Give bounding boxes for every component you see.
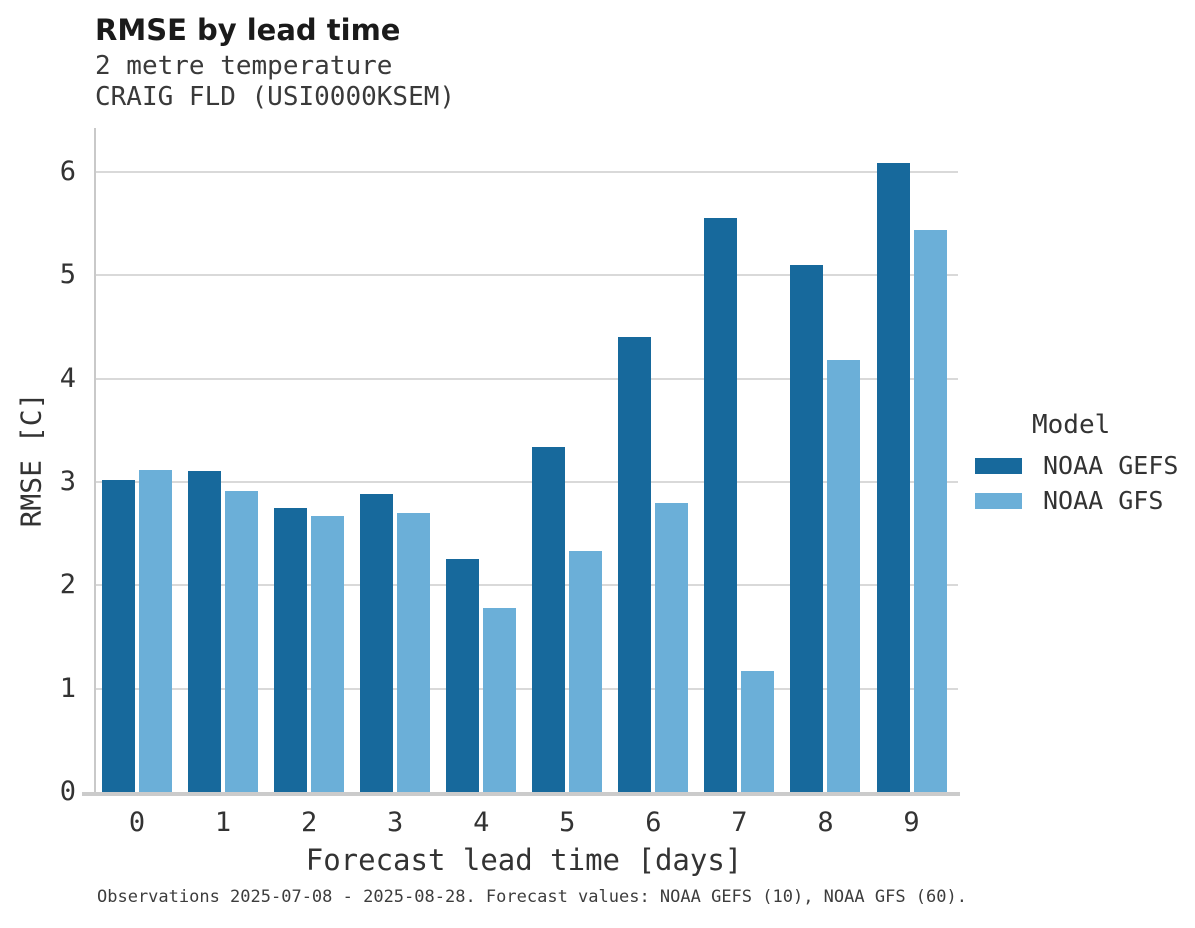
legend-entry-noaa-gefs: NOAA GEFS <box>972 448 1178 483</box>
bar-noaa-gfs-lead-6 <box>655 502 689 792</box>
y-axis-title: RMSE [C] <box>14 392 48 528</box>
y-tick-label-5: 5 <box>59 259 76 291</box>
chart-subtitle: 2 metre temperature CRAIG FLD (USI0000KS… <box>95 51 455 113</box>
legend-title: Model <box>1032 410 1111 440</box>
x-axis-spine <box>82 792 960 796</box>
y-axis-spine <box>94 128 96 796</box>
gridline-y-5 <box>96 274 958 277</box>
legend-swatch-icon <box>975 457 1022 474</box>
y-tick-label-4: 4 <box>59 362 76 394</box>
bar-noaa-gefs-lead-5 <box>532 446 566 792</box>
x-tick-label-3: 3 <box>387 807 404 838</box>
gridline-y-3 <box>96 480 958 483</box>
gridline-y-4 <box>96 377 958 380</box>
chart-title: RMSE by lead time <box>95 13 401 47</box>
gridline-y-1 <box>96 687 958 690</box>
x-tick-label-7: 7 <box>731 807 748 838</box>
bar-noaa-gefs-lead-1 <box>188 470 222 792</box>
bar-noaa-gfs-lead-4 <box>483 608 517 792</box>
footnote-caption: Observations 2025-07-08 - 2025-08-28. Fo… <box>97 887 967 907</box>
bar-noaa-gfs-lead-0 <box>139 469 172 792</box>
x-tick-label-0: 0 <box>128 807 146 838</box>
subtitle-variable: 2 metre temperature <box>95 51 393 81</box>
x-tick-label-4: 4 <box>473 807 490 838</box>
bar-noaa-gefs-lead-6 <box>618 337 652 792</box>
bar-noaa-gfs-lead-7 <box>741 671 775 792</box>
x-tick-label-9: 9 <box>903 807 920 838</box>
bar-noaa-gefs-lead-3 <box>360 494 394 792</box>
x-tick-label-6: 6 <box>645 807 662 838</box>
x-axis-title: Forecast lead time [days] <box>305 843 743 877</box>
bar-noaa-gefs-lead-4 <box>446 559 480 792</box>
bar-noaa-gefs-lead-2 <box>274 507 308 792</box>
gridline-y-2 <box>96 584 958 587</box>
bar-noaa-gfs-lead-8 <box>827 360 861 792</box>
y-tick-label-2: 2 <box>59 569 76 601</box>
bar-noaa-gefs-lead-8 <box>790 264 824 792</box>
bar-noaa-gefs-lead-0 <box>102 479 135 792</box>
plot-area <box>94 128 958 792</box>
legend-swatch-icon <box>975 492 1022 509</box>
y-tick-label-6: 6 <box>59 155 76 187</box>
bar-noaa-gfs-lead-2 <box>311 516 345 792</box>
legend-label: NOAA GEFS <box>1043 451 1179 480</box>
legend-entries: NOAA GEFS NOAA GFS <box>972 448 1178 518</box>
bar-noaa-gfs-lead-3 <box>397 512 431 792</box>
bar-noaa-gefs-lead-9 <box>876 162 910 792</box>
x-tick-label-2: 2 <box>300 807 318 838</box>
gridline-y-6 <box>96 170 958 173</box>
bar-noaa-gfs-lead-1 <box>225 491 259 792</box>
x-tick-label-1: 1 <box>214 807 232 838</box>
bar-noaa-gefs-lead-7 <box>704 218 738 792</box>
legend-entry-noaa-gfs: NOAA GFS <box>972 483 1178 518</box>
bar-noaa-gfs-lead-5 <box>569 551 603 792</box>
y-tick-label-0: 0 <box>59 776 76 807</box>
y-tick-label-3: 3 <box>59 465 76 497</box>
subtitle-station: CRAIG FLD (USI0000KSEM) <box>95 82 456 112</box>
legend: Model NOAA GEFS NOAA GFS <box>972 410 1178 518</box>
x-tick-label-8: 8 <box>817 807 834 838</box>
x-tick-label-5: 5 <box>559 807 576 838</box>
bar-noaa-gfs-lead-9 <box>913 229 947 792</box>
legend-label: NOAA GFS <box>1043 486 1164 515</box>
y-tick-label-1: 1 <box>59 672 76 704</box>
